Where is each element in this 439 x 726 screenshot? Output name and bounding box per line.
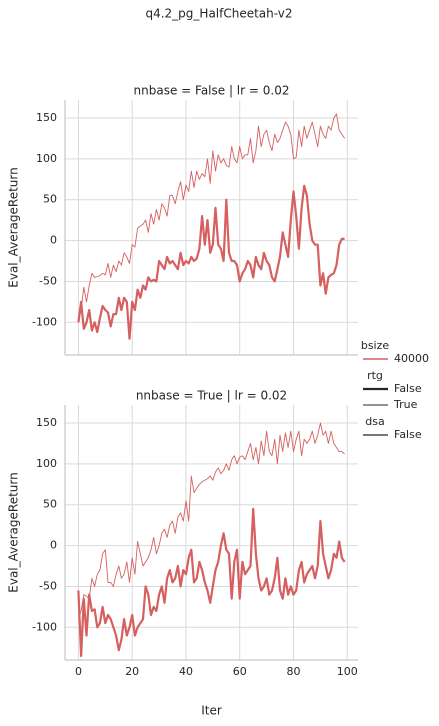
y-tick-label: 150 — [36, 416, 57, 429]
series-line — [77, 184, 345, 340]
y-tick-label: 100 — [36, 152, 57, 165]
y-tick-label: 150 — [36, 111, 57, 124]
y-tick-label: -50 — [39, 579, 57, 592]
y-tick-label: -100 — [32, 315, 57, 328]
y-tick-label: 50 — [43, 498, 57, 511]
x-tick-label: 40 — [179, 665, 193, 678]
x-tick-label: 0 — [75, 665, 82, 678]
legend-label: False — [394, 428, 422, 441]
series-line — [77, 113, 345, 323]
x-axis-label: Iter — [201, 704, 222, 718]
y-axis-label: Eval_AverageReturn — [7, 472, 21, 592]
legend-label: 40000 — [394, 352, 429, 365]
x-tick-label: 60 — [233, 665, 247, 678]
legend-title: rtg — [367, 369, 383, 382]
panel-title: nnbase = False | lr = 0.02 — [134, 84, 290, 98]
y-tick-label: 100 — [36, 457, 57, 470]
y-tick-label: 0 — [50, 539, 57, 552]
legend-label: True — [393, 398, 418, 411]
x-tick-label: 20 — [125, 665, 139, 678]
legend-title: bsize — [361, 339, 390, 352]
legend-label: False — [394, 382, 422, 395]
x-tick-label: 100 — [337, 665, 358, 678]
y-tick-label: 0 — [50, 234, 57, 247]
legend-title: dsa — [365, 415, 384, 428]
y-axis-label: Eval_AverageReturn — [7, 167, 21, 287]
series-line — [77, 422, 345, 620]
series-line — [77, 507, 346, 657]
y-tick-label: 50 — [43, 193, 57, 206]
y-tick-label: -100 — [32, 620, 57, 633]
figure-title: q4.2_pg_HalfCheetah-v2 — [145, 7, 292, 21]
panel-title: nnbase = True | lr = 0.02 — [136, 389, 287, 403]
y-tick-label: -50 — [39, 274, 57, 287]
x-tick-label: 80 — [286, 665, 300, 678]
